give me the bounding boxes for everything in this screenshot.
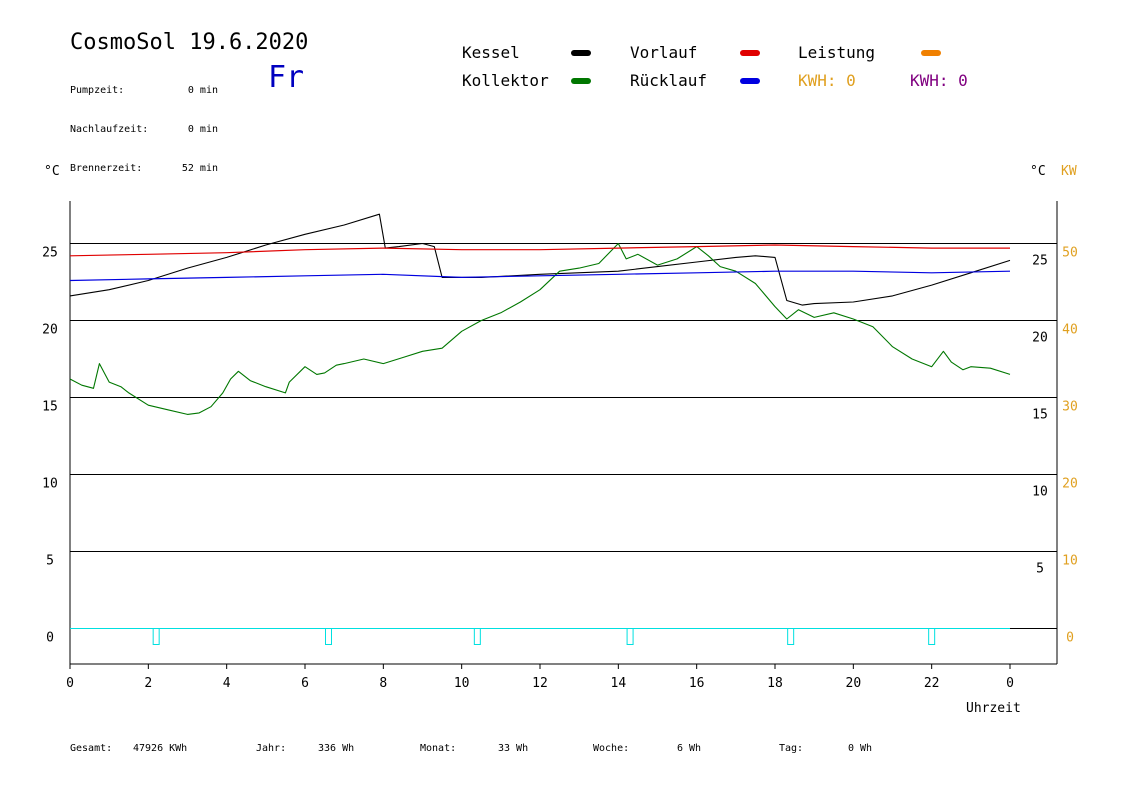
footer-monat-value: 33 Wh [498, 743, 529, 754]
y-tick-label-kw: 10 [1062, 554, 1078, 569]
footer-woche-label: Woche: [593, 743, 630, 754]
y-tick-label-kw: 30 [1062, 400, 1078, 415]
pump-pulse [626, 628, 634, 645]
series-kessel-line [69, 213, 1011, 306]
legend-leistung-swatch [921, 50, 941, 56]
legend-kollektor-label: Kollektor [462, 71, 549, 90]
stat-nachlaufzeit-value: 0 min [187, 124, 218, 135]
y-tick-label-kw: 0 [1066, 631, 1074, 646]
stat-pumpzeit-value: 0 min [187, 85, 218, 96]
right-axis-unit: °C [1030, 164, 1046, 179]
x-tick-label: 8 [379, 676, 387, 691]
series-kollektor-line [69, 242, 1011, 415]
series-r-cklauf-line [69, 270, 1011, 282]
footer-monat-label: Monat: [420, 743, 457, 754]
y-tick-label-left: 25 [42, 246, 58, 261]
x-tick-label: 18 [767, 676, 783, 691]
x-tick-label: 10 [454, 676, 470, 691]
x-tick-label: 4 [223, 676, 231, 691]
tick-labels: 0 2 4 6 8 10 12 14 16 18 20 22 0 0 5 10 15 20 25 5 10 15 20 25 0… [42, 246, 1078, 692]
footer-jahr-value: 336 Wh [318, 743, 355, 754]
y-tick-label-right: 15 [1032, 408, 1048, 423]
y-tick-label-right: 5 [1036, 562, 1044, 577]
stat-pumpzeit-label: Pumpzeit: [70, 85, 125, 96]
series-lines [69, 213, 1011, 645]
footer-gesamt-label: Gesamt: [70, 743, 113, 754]
legend-kessel-label: Kessel [462, 43, 520, 62]
footer-gesamt-value: 47926 KWh [133, 743, 188, 754]
x-tick-label: 16 [689, 676, 705, 691]
stat-brennerzeit-label: Brennerzeit: [70, 163, 143, 174]
chart-title: CosmoSol 19.6.2020 [70, 30, 309, 55]
pump-pulse [928, 628, 936, 645]
left-axis-unit: °C [44, 164, 60, 179]
axes [69, 201, 1058, 669]
stat-labels: Pumpzeit: Nachlaufzeit: Brennerzeit: [70, 58, 148, 188]
x-tick-label: 0 [66, 676, 74, 691]
footer-woche-value: 6 Wh [677, 743, 702, 754]
legend-ruecklauf-label: Rücklauf [630, 71, 708, 90]
x-tick-label: 0 [1006, 676, 1014, 691]
grid-lines [70, 243, 1057, 629]
legend-vorlauf-swatch [740, 50, 760, 56]
stat-values: 0 min 0 min 52 min [164, 58, 218, 188]
x-tick-label: 22 [924, 676, 940, 691]
y-tick-label-left: 15 [42, 400, 58, 415]
y-tick-label-right: 20 [1032, 331, 1048, 346]
pump-pulse [152, 628, 160, 645]
x-tick-label: 6 [301, 676, 309, 691]
legend-kwh2: KWH: 0 [910, 71, 968, 90]
x-axis-label: Uhrzeit [966, 701, 1021, 716]
stat-nachlaufzeit-label: Nachlaufzeit: [70, 124, 149, 135]
pump-pulse [787, 628, 795, 645]
stat-brennerzeit-value: 52 min [181, 163, 218, 174]
right-axis-unit-kw: KW [1061, 164, 1077, 179]
footer-tag-value: 0 Wh [848, 743, 873, 754]
x-tick-label: 20 [846, 676, 862, 691]
legend-vorlauf-label: Vorlauf [630, 43, 698, 62]
x-tick-label: 14 [611, 676, 627, 691]
legend-ruecklauf-swatch [740, 78, 760, 84]
y-tick-label-right: 10 [1032, 485, 1048, 500]
y-tick-label-kw: 20 [1062, 477, 1078, 492]
y-tick-label-kw: 50 [1062, 246, 1078, 261]
legend-kollektor-swatch [571, 78, 591, 84]
pump-pulse [473, 628, 481, 645]
footer-jahr-label: Jahr: [256, 743, 287, 754]
series-vorlauf-line [69, 244, 1010, 257]
pump-pulse [325, 628, 332, 645]
weekday-label: Fr [268, 60, 305, 95]
legend-kessel-swatch [571, 50, 591, 56]
legend-leistung-label: Leistung [798, 43, 876, 62]
x-tick-label: 12 [532, 676, 548, 691]
y-tick-label-left: 5 [46, 554, 54, 569]
legend-kwh1: KWH: 0 [798, 71, 856, 90]
footer-tag-label: Tag: [779, 743, 804, 754]
y-tick-label-left: 0 [46, 631, 54, 646]
x-tick-label: 2 [144, 676, 152, 691]
y-tick-label-left: 20 [42, 323, 58, 338]
y-tick-label-kw: 40 [1062, 323, 1078, 338]
y-tick-label-right: 25 [1032, 254, 1048, 269]
y-tick-label-left: 10 [42, 477, 58, 492]
